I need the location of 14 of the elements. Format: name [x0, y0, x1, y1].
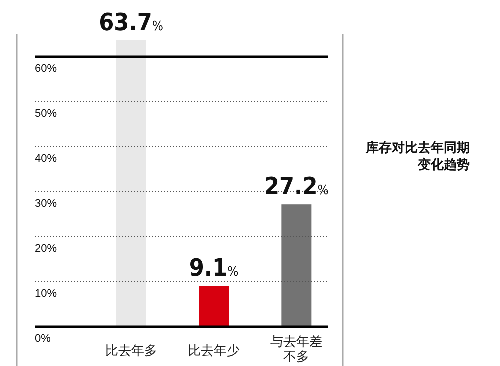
- data-label: 63.7%: [99, 8, 164, 36]
- data-label: 27.2%: [264, 172, 329, 201]
- y-tick-label: 0%: [35, 333, 52, 345]
- y-tick-label: 10%: [35, 288, 58, 300]
- x-tick-label: 比去年多: [105, 343, 158, 358]
- data-label: 9.1%: [189, 254, 239, 282]
- x-tick-label: 比去年少: [188, 343, 240, 358]
- y-tick-label: 40%: [35, 153, 58, 165]
- y-tick-label: 30%: [35, 198, 58, 210]
- x-tick-label: 与去年差不多: [270, 334, 323, 364]
- text: 库存对比去年同期变化趋势: [365, 140, 470, 172]
- y-tick-label: 20%: [35, 243, 58, 255]
- y-tick-label: 50%: [35, 108, 58, 120]
- y-tick-label: 60%: [35, 63, 58, 75]
